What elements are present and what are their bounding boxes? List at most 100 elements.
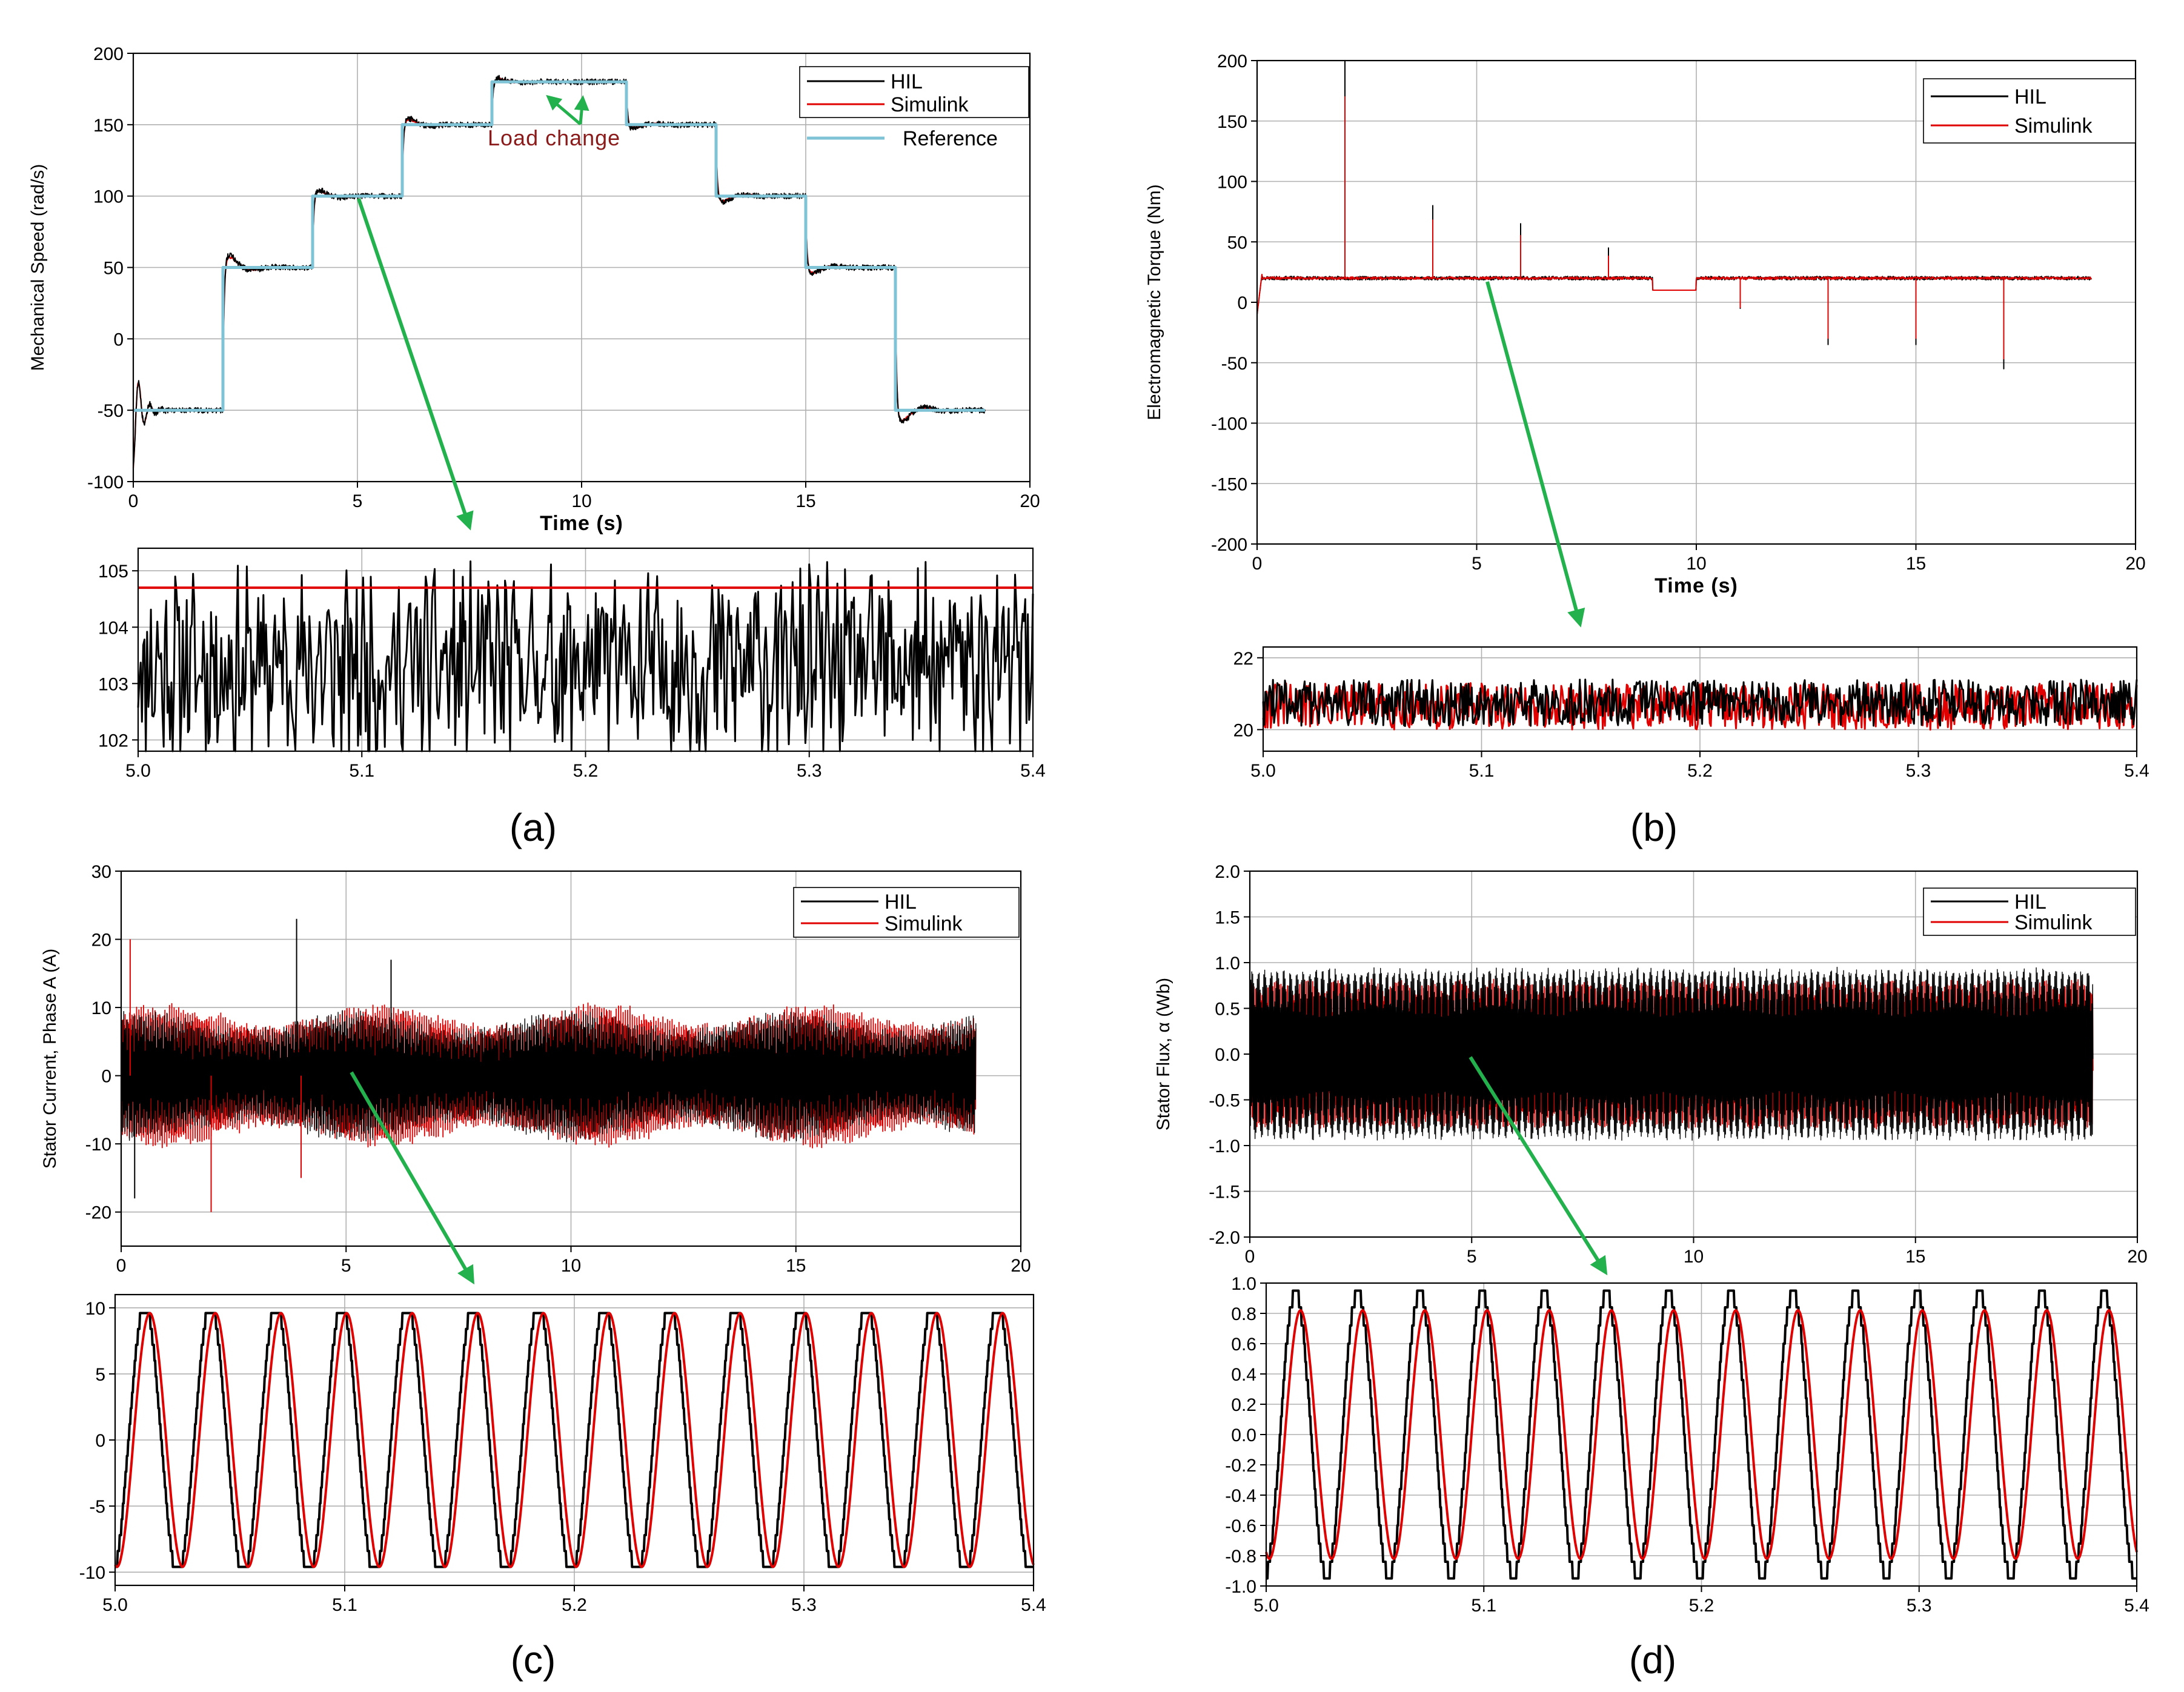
c-zoom-xtick-label: 5.3 [791, 1595, 817, 1615]
legend-box [793, 887, 1020, 938]
b-main-ytick-label: 0 [1237, 293, 1247, 313]
a-main-xtick-label: 15 [795, 491, 815, 511]
a-main-ylabel: Mechanical Speed (rad/s) [28, 164, 48, 371]
a-zoom-ytick-label: 104 [98, 618, 128, 638]
c-main-ytick-label: 10 [91, 998, 111, 1018]
d-zoom-xtick-label: 5.0 [1253, 1596, 1279, 1616]
d-zoom-ytick-label: 0.2 [1231, 1395, 1256, 1415]
b-zoom-xtick-label: 5.2 [1687, 761, 1713, 781]
b-zoom-ytick-label: 20 [1233, 720, 1253, 740]
c-main-ytick-label: 30 [91, 862, 111, 882]
a-zoom-xtick-label: 5.4 [1020, 761, 1046, 781]
c-main-ytick-label: -10 [85, 1135, 111, 1155]
a-zoom-ytick-label: 102 [98, 731, 128, 751]
c-zoom-ytick-label: -5 [89, 1497, 105, 1517]
a-main-ytick-label: -100 [87, 473, 124, 493]
d-zoom-ytick-label: 0.8 [1231, 1304, 1256, 1324]
c-zoom-ytick-label: 0 [95, 1431, 105, 1451]
a-zoom-ytick-label: 103 [98, 674, 128, 694]
d-zoom-ytick-label: 0.6 [1231, 1335, 1256, 1355]
legend-label-simulink: Simulink [2014, 114, 2093, 138]
a-zoom-hil-line [137, 560, 1034, 752]
d-main-xtick-label: 20 [2127, 1247, 2147, 1267]
a-main-ytick-label: 100 [93, 187, 124, 207]
c-main-ylabel: Stator Current, Phase A (A) [40, 949, 60, 1169]
c-main-xtick-label: 15 [786, 1256, 806, 1276]
d-zoom-xtick-label: 5.4 [2124, 1596, 2149, 1616]
d-zoom-ytick-label: -0.8 [1225, 1547, 1256, 1567]
b-main-ytick-label: 150 [1217, 112, 1247, 132]
d-main-ylabel: Stator Flux, α (Wb) [1153, 978, 1173, 1130]
d-main-xtick-label: 15 [1905, 1247, 1925, 1267]
a-zoom-xtick-label: 5.2 [573, 761, 599, 781]
a-main-reference-line [133, 80, 985, 412]
c-zoom-arrow [350, 1071, 475, 1285]
a-main-xlabel: Time (s) [540, 512, 623, 535]
panel-label-a: (a) [509, 806, 557, 849]
legend-label-simulink: Simulink [2014, 911, 2093, 934]
d-zoom-ytick-label: 0.0 [1231, 1425, 1256, 1445]
d-main-xtick-label: 0 [1245, 1247, 1255, 1267]
d-zoom-xtick-label: 5.2 [1689, 1596, 1714, 1616]
c-zoom-simulink-line [114, 1312, 1035, 1568]
a-main-ytick-label: 200 [93, 44, 124, 64]
b-main-ytick-label: -50 [1221, 354, 1247, 374]
c-main-ytick-label: -20 [85, 1203, 111, 1223]
a-zoom-ytick-label: 105 [98, 562, 128, 582]
c-main-hil-line [121, 1010, 977, 1143]
b-zoom-simulink-line [1262, 682, 2138, 731]
b-main-ytick-label: -150 [1211, 474, 1247, 494]
d-zoom-ytick-label: 1.0 [1231, 1274, 1256, 1294]
a-main-xtick-label: 0 [128, 491, 139, 511]
c-zoom-ytick-label: -10 [79, 1563, 105, 1583]
b-main-simulink-line [1256, 96, 2093, 360]
legend-label-reference: Reference [903, 127, 998, 150]
a-main-xtick-label: 20 [1020, 491, 1040, 511]
c-main-xtick-label: 0 [116, 1256, 127, 1276]
d-main-ytick-label: -1.0 [1209, 1136, 1240, 1156]
legend-box [799, 66, 1029, 118]
a-main-ytick-label: 50 [104, 259, 124, 279]
b-main-ytick-label: 50 [1227, 233, 1247, 253]
legend-label-hil: HIL [2014, 85, 2046, 108]
b-main-xtick-label: 15 [1906, 554, 1926, 574]
d-zoom-ytick-label: -0.2 [1225, 1456, 1256, 1476]
d-main-ytick-label: 0.0 [1215, 1045, 1240, 1065]
c-zoom-xtick-label: 5.4 [1021, 1595, 1046, 1615]
panel-label-b: (b) [1630, 806, 1678, 849]
c-main-xtick-label: 20 [1011, 1256, 1031, 1276]
b-zoom-ytick-label: 22 [1233, 649, 1253, 669]
c-main-xtick-label: 10 [561, 1256, 581, 1276]
d-zoom-arrow [1469, 1056, 1608, 1276]
d-main-ytick-label: 2.0 [1215, 862, 1240, 882]
b-main-xlabel: Time (s) [1655, 574, 1738, 597]
b-zoom-xtick-label: 5.1 [1469, 761, 1495, 781]
c-zoom-ytick-label: 10 [85, 1299, 105, 1319]
a-load-change-annotation: Load change [488, 125, 620, 150]
panel-label-d: (d) [1629, 1638, 1676, 1682]
b-main-ylabel: Electromagnetic Torque (Nm) [1144, 184, 1164, 420]
d-main-ytick-label: 0.5 [1215, 1000, 1240, 1020]
d-zoom-hil-line [1266, 1289, 2137, 1580]
legend-label-simulink: Simulink [891, 93, 969, 116]
b-main-xtick-label: 0 [1252, 554, 1263, 574]
d-zoom-ytick-label: -1.0 [1225, 1577, 1256, 1597]
d-zoom-xtick-label: 5.3 [1907, 1596, 1932, 1616]
b-main-xtick-label: 10 [1686, 554, 1706, 574]
b-zoom-xtick-label: 5.4 [2124, 761, 2149, 781]
b-zoom-xtick-label: 5.3 [1906, 761, 1931, 781]
d-zoom-xtick-label: 5.1 [1471, 1596, 1496, 1616]
c-main-ytick-label: 0 [101, 1067, 111, 1087]
b-main-ytick-label: 200 [1217, 51, 1247, 71]
a-zoom-xtick-label: 5.1 [349, 761, 374, 781]
b-main-ytick-label: -200 [1211, 535, 1247, 555]
a-main-xtick-label: 10 [571, 491, 591, 511]
d-zoom-ytick-label: -0.4 [1225, 1486, 1256, 1506]
d-main-ytick-label: 1.0 [1215, 954, 1240, 974]
b-main-ytick-label: -100 [1211, 414, 1247, 434]
a-load-arrow-2 [574, 95, 589, 125]
b-main-xtick-label: 5 [1472, 554, 1482, 574]
c-main-ytick-label: 20 [91, 931, 111, 951]
a-zoom-xtick-label: 5.0 [125, 761, 151, 781]
